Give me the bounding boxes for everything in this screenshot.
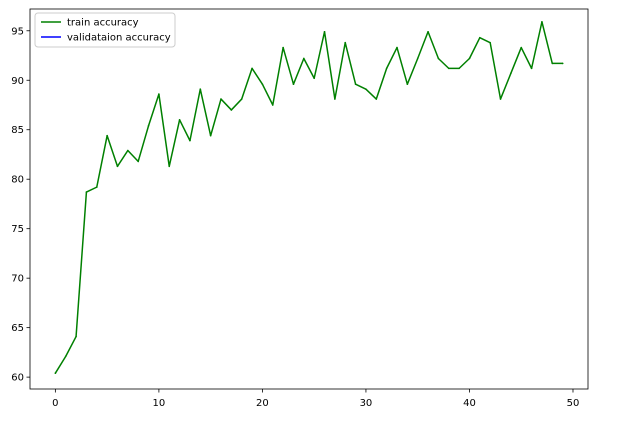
- data-point: [271, 104, 274, 106]
- data-point: [158, 93, 160, 95]
- y-tick-label: 90: [11, 76, 24, 87]
- data-point: [510, 72, 512, 75]
- legend-label: validataion accuracy: [67, 33, 171, 44]
- data-point: [282, 46, 284, 49]
- data-point: [530, 67, 533, 70]
- data-point: [551, 62, 554, 65]
- axes: 0 10 20 30 40 50 60 65 70 75 80 85 90 95: [11, 8, 589, 409]
- data-point: [199, 88, 202, 90]
- y-tick-label: 95: [11, 26, 24, 37]
- plot-area: [54, 21, 564, 374]
- legend-label: train accuracy: [67, 18, 139, 29]
- x-tick-label: 10: [153, 398, 166, 409]
- x-tick-label: 50: [567, 398, 580, 409]
- x-tick-label: 20: [256, 398, 269, 409]
- data-point: [427, 30, 429, 33]
- series-line-0: [54, 21, 564, 374]
- data-point: [313, 77, 315, 80]
- y-tick-label: 60: [11, 373, 24, 384]
- x-tick-label: 0: [52, 398, 58, 409]
- data-point: [458, 67, 460, 70]
- data-point: [261, 83, 264, 86]
- data-point: [189, 139, 191, 142]
- data-point: [344, 41, 347, 44]
- data-point: [147, 124, 150, 127]
- data-point: [375, 98, 378, 100]
- data-point: [251, 67, 253, 70]
- legend: train accuracy validataion accuracy: [34, 12, 176, 48]
- x-tick-label: 30: [360, 398, 373, 409]
- y-tick-label: 85: [11, 125, 24, 136]
- legend-box: [34, 12, 176, 48]
- data-point: [230, 109, 233, 111]
- data-point: [365, 88, 367, 90]
- x-tick-label: 40: [463, 398, 476, 409]
- data-point: [95, 186, 98, 188]
- data-point: [561, 62, 564, 65]
- data-point: [303, 57, 305, 60]
- data-point: [106, 134, 108, 137]
- data-point: [209, 134, 212, 137]
- data-point: [116, 165, 119, 168]
- data-point: [416, 57, 419, 60]
- y-tick-label: 75: [11, 224, 24, 235]
- data-point: [323, 30, 326, 33]
- data-point: [385, 67, 388, 70]
- data-point: [54, 372, 57, 374]
- data-point: [479, 36, 481, 39]
- data-point: [85, 191, 88, 193]
- data-point: [499, 98, 502, 100]
- data-point: [437, 57, 440, 60]
- data-point: [354, 83, 357, 86]
- data-point: [168, 165, 171, 168]
- data-point: [292, 83, 295, 86]
- y-tick-label: 70: [11, 274, 24, 285]
- data-point: [406, 83, 409, 86]
- y-tick-label: 65: [11, 323, 24, 334]
- data-point: [447, 67, 450, 70]
- data-point: [178, 119, 181, 121]
- data-point: [75, 335, 77, 338]
- data-point: [396, 46, 398, 49]
- axes-frame: [29, 8, 589, 390]
- data-point: [240, 98, 243, 100]
- data-point: [541, 21, 543, 23]
- data-point: [334, 98, 336, 100]
- data-point: [127, 149, 129, 152]
- y-tick-label: 80: [11, 175, 24, 186]
- data-point: [64, 355, 67, 358]
- data-point: [520, 46, 523, 49]
- data-point: [489, 41, 491, 44]
- data-point: [468, 57, 471, 60]
- data-point: [137, 160, 139, 163]
- data-point: [220, 98, 222, 100]
